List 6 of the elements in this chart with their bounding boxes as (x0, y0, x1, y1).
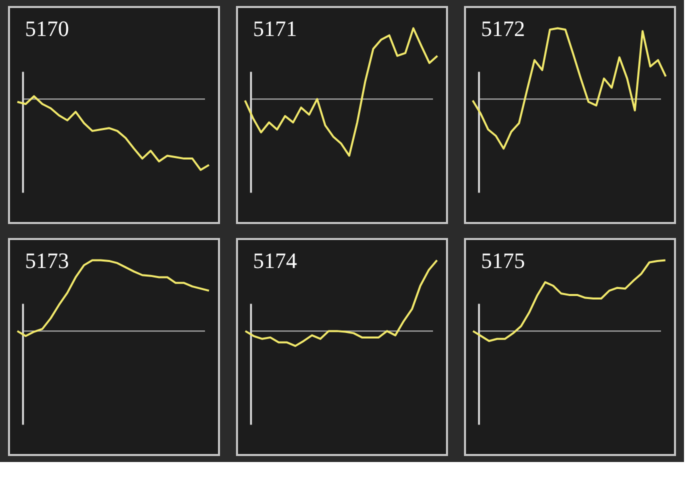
chart-title: 5175 (481, 248, 525, 273)
chart-title: 5172 (481, 16, 525, 41)
chart-title: 5171 (253, 16, 297, 41)
chart-title: 5173 (25, 248, 69, 273)
chart-title: 5174 (253, 248, 297, 273)
chart-title: 5170 (25, 16, 69, 41)
